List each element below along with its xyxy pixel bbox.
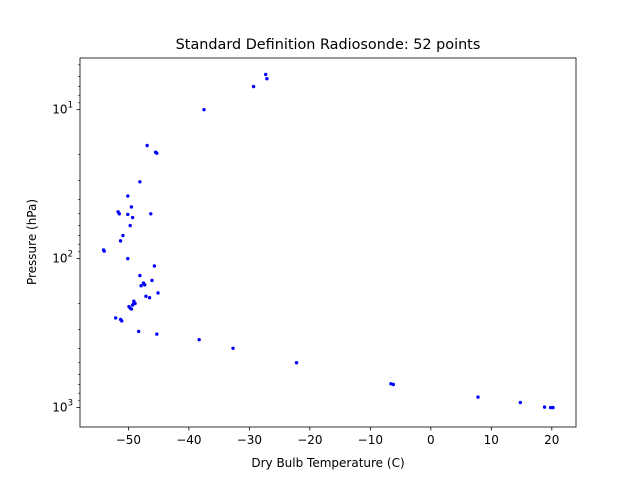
data-point [118,317,123,322]
data-point [133,301,137,306]
chart-title: Standard Definition Radiosonde: 52 point… [176,37,481,53]
data-point [126,194,130,198]
x-tick-label: 0 [427,433,435,447]
data-point [152,264,157,268]
data-point [128,223,132,228]
x-tick-label: −40 [176,433,201,447]
data-point [251,84,256,89]
data-points [101,72,555,410]
x-axis: −50 −40 −30 −20 −10 0 10 20 [116,427,559,447]
x-tick-label: −50 [116,433,141,447]
y-tick-label: 101 [52,101,73,117]
x-tick-label: −20 [297,433,322,447]
data-point [126,256,130,261]
data-point [476,395,480,399]
data-point [518,400,523,405]
data-point [294,361,299,365]
data-point [144,294,148,298]
data-point [153,150,158,154]
data-point [143,283,147,287]
x-axis-label: Dry Bulb Temperature (C) [251,456,404,470]
data-point [197,337,201,342]
data-point [264,72,268,77]
data-point [265,77,269,81]
data-point [145,143,149,148]
data-point [116,210,120,214]
x-tick-label: 10 [484,433,499,447]
data-point [136,329,141,334]
data-point [155,332,159,336]
data-point [130,215,135,220]
x-tick-label: −10 [358,433,383,447]
data-point [138,273,142,278]
data-point [149,212,153,216]
data-point [389,382,393,386]
data-point [129,205,134,209]
data-point [102,249,106,253]
data-point [139,284,143,288]
data-point [121,233,125,238]
data-point [150,278,154,283]
x-tick-label: 20 [544,433,559,447]
data-point [147,296,152,300]
data-point [202,107,206,112]
data-point [231,346,235,351]
plot-frame [79,57,577,428]
data-point [542,405,547,409]
data-point [118,239,123,243]
data-point [548,405,553,410]
data-point [129,307,134,311]
data-point [126,212,130,217]
data-point [130,303,135,307]
y-tick-label: 103 [52,399,73,415]
data-point [156,291,160,295]
y-tick-label: 102 [52,250,73,266]
x-tick-label: −30 [237,433,262,447]
y-axis: 101 102 103 [52,64,80,415]
data-point [138,180,142,184]
data-point [551,405,555,410]
y-axis-label: Pressure (hPa) [25,199,39,285]
data-point [113,316,118,320]
